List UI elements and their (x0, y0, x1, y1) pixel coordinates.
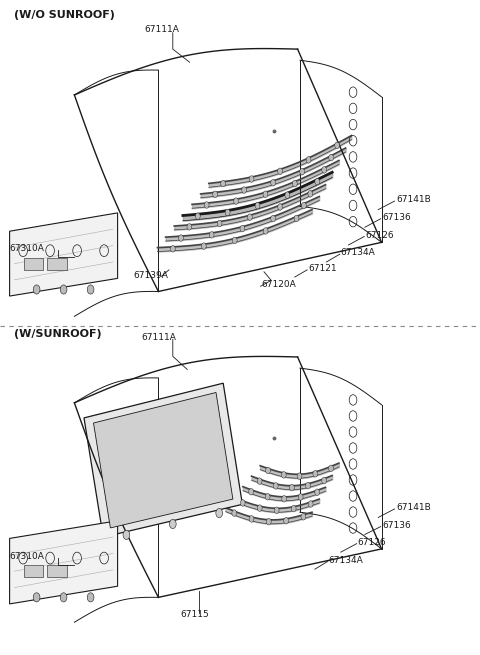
Circle shape (301, 202, 306, 209)
Circle shape (263, 191, 268, 198)
Text: 67121: 67121 (308, 264, 337, 273)
Circle shape (217, 220, 222, 227)
Circle shape (249, 515, 254, 522)
Circle shape (308, 500, 313, 507)
Circle shape (306, 482, 311, 489)
Circle shape (273, 483, 278, 489)
FancyBboxPatch shape (48, 257, 67, 270)
Circle shape (301, 514, 306, 520)
Text: 67126: 67126 (366, 231, 395, 240)
Circle shape (216, 508, 223, 517)
FancyBboxPatch shape (24, 257, 43, 270)
Circle shape (329, 155, 334, 161)
Circle shape (170, 246, 175, 252)
Text: 67120A: 67120A (262, 280, 296, 290)
Circle shape (234, 198, 239, 204)
Circle shape (313, 470, 318, 477)
Circle shape (213, 191, 217, 198)
Circle shape (204, 202, 209, 208)
Text: 67134A: 67134A (329, 555, 363, 565)
Circle shape (123, 531, 130, 540)
Circle shape (209, 232, 214, 238)
Circle shape (179, 234, 183, 241)
Text: 67111A: 67111A (144, 25, 179, 34)
Circle shape (240, 225, 245, 232)
Circle shape (291, 506, 296, 512)
Circle shape (242, 187, 247, 193)
Circle shape (308, 191, 313, 197)
Polygon shape (10, 213, 118, 296)
Circle shape (277, 168, 282, 175)
Circle shape (249, 489, 253, 495)
Circle shape (265, 493, 270, 500)
Circle shape (282, 495, 287, 502)
Circle shape (232, 237, 237, 244)
Circle shape (60, 285, 67, 294)
FancyBboxPatch shape (24, 565, 43, 577)
Circle shape (300, 168, 304, 175)
Circle shape (232, 510, 237, 516)
Text: 67141B: 67141B (396, 195, 431, 204)
Circle shape (257, 478, 262, 485)
Circle shape (202, 243, 206, 250)
Circle shape (315, 489, 320, 496)
Circle shape (335, 142, 339, 149)
Circle shape (281, 472, 286, 478)
Circle shape (33, 593, 40, 602)
Circle shape (329, 465, 334, 472)
Circle shape (266, 519, 271, 525)
Circle shape (277, 204, 282, 210)
Circle shape (315, 178, 320, 185)
Circle shape (306, 157, 311, 163)
Text: (W/SUNROOF): (W/SUNROOF) (14, 329, 102, 339)
Circle shape (322, 477, 326, 484)
Text: 67136: 67136 (382, 521, 411, 530)
Text: 67139A: 67139A (133, 271, 168, 280)
Circle shape (294, 215, 299, 221)
Circle shape (249, 176, 254, 182)
Circle shape (265, 467, 270, 474)
Text: 67136: 67136 (382, 213, 411, 222)
Text: 67310A: 67310A (10, 552, 45, 561)
Circle shape (322, 166, 326, 173)
Circle shape (225, 209, 230, 215)
Circle shape (33, 285, 40, 294)
Text: 67111A: 67111A (142, 333, 177, 342)
Circle shape (298, 494, 303, 500)
Polygon shape (94, 392, 233, 528)
Text: 67115: 67115 (180, 610, 209, 619)
Circle shape (221, 180, 226, 187)
Text: 67310A: 67310A (10, 244, 45, 253)
Polygon shape (10, 521, 118, 604)
Circle shape (240, 500, 245, 506)
Circle shape (257, 505, 262, 512)
Circle shape (87, 593, 94, 602)
Circle shape (255, 202, 260, 209)
Polygon shape (84, 383, 242, 537)
Circle shape (271, 179, 276, 186)
Circle shape (169, 519, 176, 529)
FancyBboxPatch shape (48, 565, 67, 577)
Circle shape (60, 593, 67, 602)
Circle shape (271, 215, 276, 222)
Text: 67134A: 67134A (341, 248, 375, 257)
Text: 67126: 67126 (358, 538, 386, 547)
Circle shape (289, 485, 294, 491)
Circle shape (297, 473, 302, 479)
Circle shape (284, 517, 288, 524)
Text: 67141B: 67141B (396, 503, 431, 512)
Circle shape (263, 228, 268, 234)
Circle shape (285, 192, 290, 198)
Text: (W/O SUNROOF): (W/O SUNROOF) (14, 10, 115, 20)
Circle shape (275, 507, 279, 514)
Circle shape (247, 214, 252, 220)
Circle shape (87, 285, 94, 294)
Circle shape (195, 213, 200, 219)
Circle shape (292, 180, 297, 187)
Circle shape (187, 223, 192, 230)
